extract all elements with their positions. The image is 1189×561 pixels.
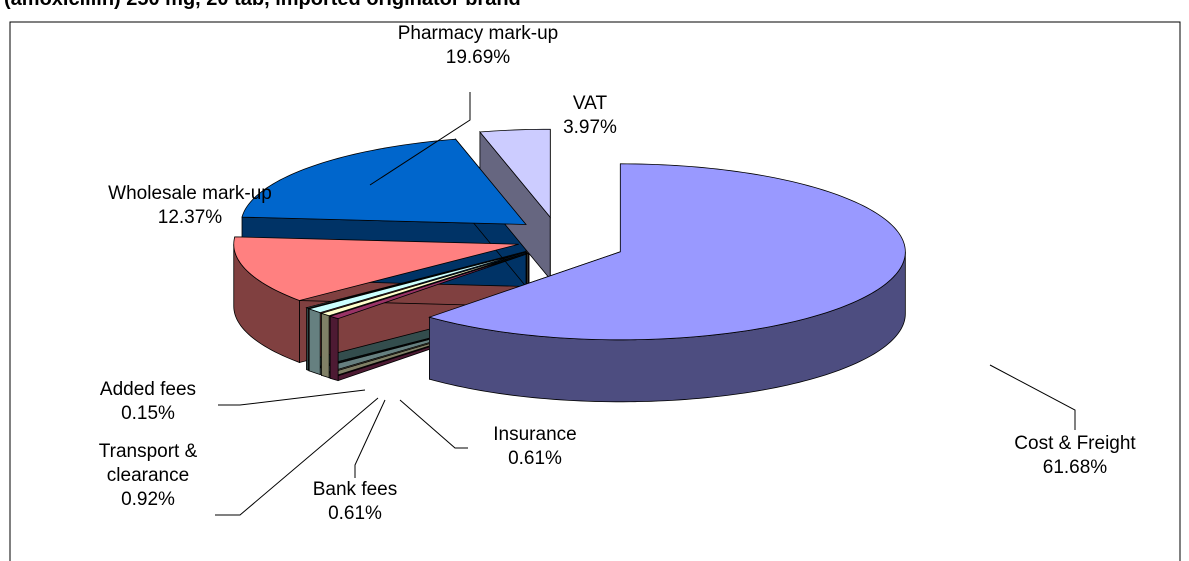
slice-label: Added fees 0.15% bbox=[78, 378, 218, 426]
slice-label: Insurance 0.61% bbox=[475, 423, 595, 471]
slice-value: 0.92% bbox=[121, 489, 175, 510]
slice bbox=[479, 128, 551, 219]
leader-line bbox=[399, 399, 468, 449]
leader-line bbox=[369, 92, 471, 186]
slice-wall bbox=[306, 307, 309, 371]
frame bbox=[9, 21, 1181, 561]
slice-wall bbox=[329, 315, 339, 382]
leader-line bbox=[989, 364, 1076, 430]
slice-name: Cost & Freight bbox=[1014, 433, 1136, 454]
slice-label: VAT 3.97% bbox=[540, 92, 640, 140]
slice bbox=[305, 251, 526, 309]
slice bbox=[241, 138, 527, 225]
slice bbox=[428, 163, 906, 341]
slice-value: 0.61% bbox=[508, 448, 562, 469]
slice-label: Bank fees 0.61% bbox=[295, 478, 415, 526]
slice-value: 3.97% bbox=[563, 117, 617, 138]
leader-line bbox=[218, 389, 366, 406]
slice-value: 19.69% bbox=[445, 47, 511, 68]
slice-value: 0.15% bbox=[121, 403, 175, 424]
slice bbox=[328, 252, 530, 320]
pie-tops bbox=[233, 128, 906, 341]
leader-line bbox=[215, 397, 379, 516]
chart-title: (amoxicillin) 250 mg, 20 tab, imported o… bbox=[4, 0, 521, 11]
slice bbox=[320, 252, 529, 317]
leader-line bbox=[354, 399, 386, 478]
slice bbox=[307, 251, 527, 314]
slice-value: 0.61% bbox=[328, 503, 382, 524]
slice bbox=[233, 236, 519, 301]
slice-wall bbox=[321, 312, 330, 379]
slice-name: Wholesale mark-up bbox=[108, 183, 272, 204]
slice-value: 12.37% bbox=[157, 207, 223, 228]
slice-name: Transport & clearance bbox=[98, 441, 198, 486]
slice-wall bbox=[308, 308, 321, 376]
slice-name: VAT bbox=[572, 93, 608, 114]
slice-label: Cost & Freight 61.68% bbox=[985, 432, 1165, 480]
slice-value: 61.68% bbox=[1042, 457, 1108, 478]
slice-label: Pharmacy mark-up 19.69% bbox=[358, 22, 598, 70]
slice-label: Transport & clearance 0.92% bbox=[78, 440, 218, 512]
slice-name: Pharmacy mark-up bbox=[397, 23, 559, 44]
slice-name: Bank fees bbox=[312, 479, 398, 500]
slice-name: Added fees bbox=[99, 379, 197, 400]
slice-name: Insurance bbox=[493, 424, 577, 445]
slice-label: Wholesale mark-up 12.37% bbox=[80, 182, 300, 230]
